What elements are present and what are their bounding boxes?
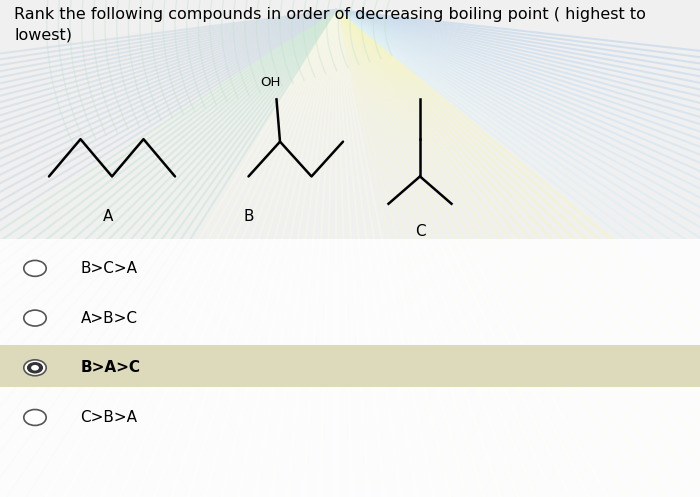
Circle shape: [24, 260, 46, 276]
FancyBboxPatch shape: [0, 345, 700, 387]
Circle shape: [31, 365, 39, 371]
Text: B>C>A: B>C>A: [80, 261, 137, 276]
Circle shape: [24, 410, 46, 425]
Text: Rank the following compounds in order of decreasing boiling point ( highest to: Rank the following compounds in order of…: [14, 7, 646, 22]
Text: C: C: [414, 224, 426, 239]
Text: lowest): lowest): [14, 27, 72, 42]
Text: C>B>A: C>B>A: [80, 410, 137, 425]
Text: B: B: [244, 209, 253, 224]
Circle shape: [27, 362, 43, 374]
Text: OH: OH: [260, 76, 281, 88]
Text: B>A>C: B>A>C: [80, 360, 141, 375]
Text: A: A: [104, 209, 113, 224]
Text: A>B>C: A>B>C: [80, 311, 137, 326]
Circle shape: [24, 310, 46, 326]
Circle shape: [24, 360, 46, 376]
FancyBboxPatch shape: [0, 239, 700, 497]
